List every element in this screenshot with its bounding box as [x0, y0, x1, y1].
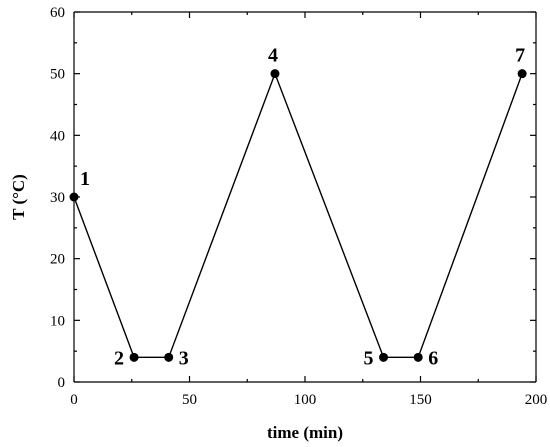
point-label: 3 — [179, 347, 189, 369]
y-tick-label: 10 — [50, 313, 65, 329]
y-ticks — [74, 11, 536, 383]
point-label: 7 — [515, 45, 525, 67]
x-tick-label: 50 — [182, 392, 197, 408]
x-ticks — [73, 12, 537, 382]
data-point-marker — [129, 352, 139, 362]
y-tick-label: 0 — [58, 375, 66, 391]
data-point-marker — [379, 352, 389, 362]
data-markers — [69, 69, 527, 362]
y-tick-labels: 0 10 20 30 40 50 60 — [50, 5, 65, 391]
series: 1 2 3 4 5 6 7 — [69, 45, 527, 370]
x-tick-labels: 0 50 100 150 200 — [70, 392, 547, 408]
x-tick-label: 0 — [70, 392, 78, 408]
y-tick-label: 20 — [50, 252, 65, 268]
point-label: 6 — [428, 347, 438, 369]
point-label: 2 — [114, 347, 124, 369]
data-point-marker — [69, 192, 79, 202]
data-point-marker — [270, 69, 280, 79]
data-point-marker — [517, 69, 527, 79]
point-labels: 1 2 3 4 5 6 7 — [80, 45, 525, 370]
y-tick-label: 60 — [50, 5, 65, 21]
x-tick-label: 200 — [525, 392, 548, 408]
y-axis-title: T (°C) — [9, 174, 28, 220]
point-label: 4 — [268, 45, 278, 67]
data-point-marker — [164, 352, 174, 362]
temperature-line — [73, 71, 523, 359]
y-tick-label: 40 — [50, 128, 65, 144]
point-label: 5 — [364, 347, 374, 369]
data-point-marker — [413, 352, 423, 362]
point-label: 1 — [80, 168, 90, 190]
x-tick-label: 100 — [294, 392, 317, 408]
y-tick-label: 30 — [50, 190, 65, 206]
x-tick-label: 150 — [409, 392, 432, 408]
axes — [73, 11, 537, 383]
y-tick-label: 50 — [50, 67, 65, 83]
x-axis-title: time (min) — [267, 423, 343, 442]
